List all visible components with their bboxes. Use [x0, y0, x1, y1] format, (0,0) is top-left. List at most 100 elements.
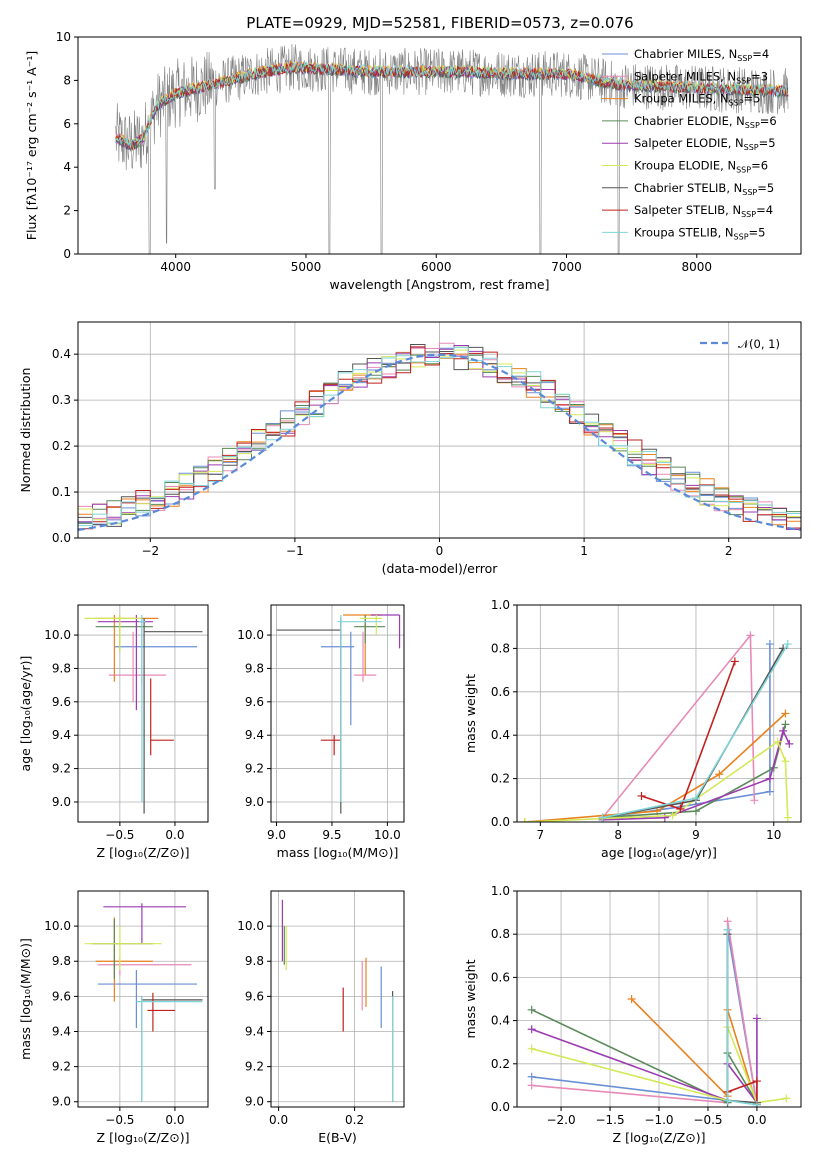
legend-entry: Kroupa ELODIE, NSSP=6 — [634, 159, 768, 175]
y-axis-label: mass weight — [463, 959, 478, 1038]
x-tick-label: 8 — [614, 828, 622, 842]
x-tick-label: 7 — [537, 828, 545, 842]
y-tick-label: 9.0 — [52, 795, 71, 809]
x-tick-label: 0.0 — [165, 828, 184, 842]
y-axis-label: mass weight — [463, 674, 478, 753]
y-tick-label: 9.2 — [52, 1060, 71, 1074]
y-tick-label: 1.0 — [491, 598, 510, 612]
x-axis-label: wavelength [Angstrom, rest frame] — [329, 277, 549, 292]
model-spectrum-kroupa-stelib — [115, 60, 789, 149]
x-tick-label: 10 — [766, 828, 781, 842]
y-axis-label: age [log₁₀(age/yr)] — [18, 656, 33, 772]
weight-lines — [520, 631, 794, 822]
x-tick-label: 5000 — [291, 260, 322, 274]
x-tick-label: 0 — [436, 544, 444, 558]
x-axis-label: age [log₁₀(age/yr)] — [601, 845, 717, 860]
weight-point-kroupa-elodie — [520, 818, 529, 822]
weight-point-chabrier-elodie — [781, 720, 790, 729]
y-axis-label: mass [log₁₀(M/M⊙)] — [18, 938, 33, 1060]
figure-title: PLATE=0929, MJD=52581, FIBERID=0573, z=0… — [246, 14, 633, 32]
y-tick-label: 0.0 — [52, 531, 71, 545]
y-tick-label: 0.2 — [52, 439, 71, 453]
y-tick-label: 9.6 — [52, 989, 71, 1003]
y-tick-label: 10 — [56, 30, 71, 44]
spectrum-panel: 4000 5000 6000 7000 8000 0 2 4 6 8 10 wavelength [A… — [24, 30, 802, 292]
y-tick-label: 9.6 — [245, 989, 264, 1003]
weight-line-kroupa-stelib — [602, 643, 789, 819]
legend-entry: Chabrier ELODIE, NSSP=6 — [634, 114, 777, 130]
y-tick-label: 0.6 — [491, 685, 510, 699]
weight-point-salpeter-miles — [746, 631, 755, 640]
y-tick-label: 0.4 — [491, 1014, 510, 1028]
x-tick-label: −0.5 — [105, 1113, 134, 1127]
y-tick-label: 0.3 — [52, 393, 71, 407]
weight-point-kroupa-miles — [781, 709, 790, 718]
x-axis-label: mass [log₁₀(M/M⊙)] — [277, 845, 399, 860]
y-tick-label: 9.2 — [245, 1060, 264, 1074]
y-tick-label: 1.0 — [491, 884, 510, 898]
observed-spectrum — [115, 43, 789, 254]
spectrum-legend: Chabrier MILES, NSSP=4 Salpeter MILES, NS… — [602, 47, 777, 241]
age-vs-Z-panel: −0.5 0.0 9.0 9.2 9.4 9.6 9.8 10.0 Z [log₁₀(Z/Z⊙)… — [18, 604, 209, 860]
y-tick-label: 0.6 — [491, 970, 510, 984]
y-axis-label: Normed distribution — [18, 368, 33, 493]
weight-point-salpeter-stelib — [730, 657, 739, 666]
x-tick-label: 2 — [725, 544, 733, 558]
x-tick-label: 9 — [692, 828, 700, 842]
weight-point-kroupa-stelib — [723, 925, 732, 934]
y-tick-label: 9.6 — [245, 695, 264, 709]
y-tick-label: 9.6 — [52, 695, 71, 709]
y-tick-label: 9.4 — [52, 728, 71, 742]
weight-point-salpeter-miles — [750, 796, 759, 805]
weight-point-kroupa-elodie — [773, 737, 782, 746]
x-axis-label: (data-model)/error — [382, 561, 499, 576]
histograms — [78, 342, 801, 534]
weight-point-salpeter-elodie — [660, 813, 669, 822]
legend-entry: Kroupa MILES, NSSP=5 — [634, 92, 760, 108]
weight-line-kroupa-miles — [524, 712, 786, 822]
axes-frame — [270, 890, 405, 1108]
weight-lines — [527, 917, 791, 1107]
errorbars — [84, 615, 203, 814]
x-axis-label: Z [log₁₀(Z/Z⊙)] — [97, 1130, 190, 1145]
weight-point-salpeter-elodie — [527, 1025, 536, 1034]
axes-frame — [77, 36, 802, 255]
mass-weight-vs-age-panel: 7 8 9 10 0.0 0.2 0.4 0.6 0.8 1.0 age [log₁₀(age/yr… — [463, 598, 802, 860]
y-tick-label: 10.0 — [237, 628, 264, 642]
y-tick-label: 8 — [63, 73, 71, 87]
x-axis-label: E(B-V) — [318, 1130, 357, 1145]
weight-point-kroupa-elodie — [783, 813, 792, 822]
y-tick-label: 0.4 — [52, 347, 71, 361]
y-tick-label: 9.8 — [52, 954, 71, 968]
y-tick-label: 9.2 — [52, 762, 71, 776]
mass-vs-Z-panel: −0.5 0.0 9.0 9.2 9.4 9.6 9.8 10.0 Z [log₁₀(Z/Z⊙)… — [18, 890, 209, 1145]
y-tick-label: 0.4 — [491, 728, 510, 742]
y-tick-label: 9.0 — [52, 1095, 71, 1109]
axes-frame — [77, 604, 209, 823]
y-tick-label: 0.0 — [491, 1100, 510, 1114]
errorbars — [281, 899, 394, 1102]
y-tick-label: 9.8 — [245, 661, 264, 675]
weight-point-chabrier-elodie — [691, 807, 700, 816]
y-tick-label: 9.4 — [245, 728, 264, 742]
weight-point-kroupa-stelib — [752, 1100, 761, 1107]
x-tick-label: 0.2 — [345, 1113, 364, 1127]
x-axis-label: Z [log₁₀(Z/Z⊙)] — [613, 1130, 706, 1145]
x-tick-label: −2 — [141, 544, 159, 558]
x-tick-label: 4000 — [160, 260, 191, 274]
weight-point-kroupa-elodie — [782, 1094, 791, 1103]
y-tick-label: 9.4 — [52, 1024, 71, 1038]
weight-point-chabrier-elodie — [527, 1005, 536, 1014]
errorbars — [276, 614, 401, 814]
weight-point-salpeter-stelib — [637, 791, 646, 800]
legend-entry: Salpeter ELODIE, NSSP=5 — [634, 136, 776, 152]
axes-frame — [516, 604, 802, 823]
weight-point-kroupa-stelib — [598, 813, 607, 822]
y-tick-label: 0.8 — [491, 927, 510, 941]
x-tick-label: 7000 — [551, 260, 582, 274]
errorbars — [84, 903, 203, 1102]
y-tick-label: 0.2 — [491, 772, 510, 786]
weight-point-kroupa-elodie — [668, 811, 677, 820]
weight-point-kroupa-stelib — [783, 640, 792, 649]
